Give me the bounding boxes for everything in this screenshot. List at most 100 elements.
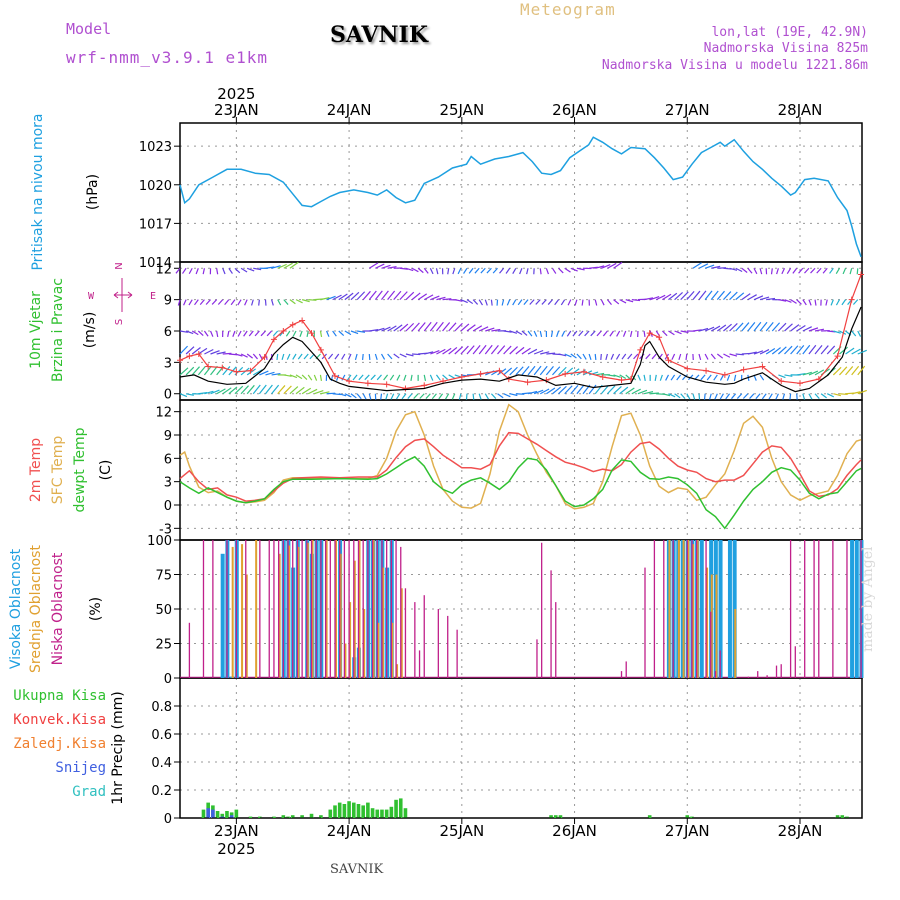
wind-barb xyxy=(668,330,675,336)
precip-legend-item: Ukupna Kisa xyxy=(13,688,106,704)
wind-barb xyxy=(558,267,564,274)
wind-barb xyxy=(185,366,195,376)
wind-gust-marker xyxy=(289,321,296,328)
wind-barb xyxy=(503,367,513,376)
precip-legend-item: Grad xyxy=(72,784,106,800)
cloud-bar xyxy=(536,639,538,678)
cloud-bar xyxy=(268,540,270,678)
wind-barb xyxy=(460,345,469,355)
wind-barb xyxy=(789,393,792,400)
cloud-bar xyxy=(371,540,374,678)
wind-barb xyxy=(778,374,786,379)
cloud-bar xyxy=(766,675,768,678)
wind-barb xyxy=(175,267,181,274)
wind-barb xyxy=(602,330,608,337)
wind-gust-marker xyxy=(219,364,226,371)
wind-barb xyxy=(301,387,312,395)
wind-barb xyxy=(512,299,517,306)
cloud-bar xyxy=(447,615,449,678)
wind-barb xyxy=(246,384,255,395)
wind-barb xyxy=(605,353,609,361)
cloud-bar xyxy=(325,540,328,678)
wind-barb xyxy=(820,393,827,399)
panel-pressure xyxy=(174,122,863,263)
wind-barb xyxy=(600,384,610,395)
cloud-bar xyxy=(775,665,778,678)
wind-barb xyxy=(283,299,289,305)
wind-barb xyxy=(474,267,480,274)
wind-barb xyxy=(610,353,615,360)
precip-total-bar xyxy=(398,798,403,818)
wind-barb xyxy=(444,393,450,400)
y-tick-label-temperature: 0 xyxy=(164,499,172,514)
wind-barb xyxy=(753,267,758,275)
precip-total-bar xyxy=(258,816,262,818)
wind-barb xyxy=(566,330,572,337)
precip-total-bar xyxy=(351,802,356,818)
wind-barb xyxy=(802,393,806,400)
wind-barb xyxy=(637,389,648,395)
wind-barb xyxy=(188,299,193,306)
wind-barb xyxy=(350,393,357,399)
wind-barb xyxy=(197,347,208,355)
cloud-bar xyxy=(255,540,258,678)
wind-barb xyxy=(472,393,475,400)
wind-barb xyxy=(356,330,366,333)
cloud-bar xyxy=(706,567,709,678)
wind-barb xyxy=(210,389,220,395)
wind-barb xyxy=(649,295,660,301)
cloud-bar xyxy=(348,540,350,678)
wind-barb xyxy=(362,393,367,400)
wind-barb xyxy=(254,330,260,337)
wind-barb xyxy=(547,299,553,305)
cloud-bar xyxy=(367,540,369,678)
wind-barb xyxy=(645,353,651,360)
wind-barb xyxy=(606,299,612,306)
wind-barb xyxy=(458,393,462,400)
wind-barb xyxy=(802,344,811,355)
wind-barb xyxy=(197,365,206,376)
elevation-label: Nadmorska Visina 825m xyxy=(703,41,868,56)
precip-total-bar xyxy=(403,808,408,818)
wind-barb xyxy=(588,384,597,395)
wind-barb xyxy=(716,290,725,301)
cloud-bar xyxy=(696,540,699,678)
wind-barb xyxy=(723,353,731,358)
wind-barb xyxy=(177,299,181,306)
wind-barb xyxy=(729,267,738,271)
wind-gust-marker xyxy=(848,296,855,303)
wind-barb xyxy=(503,393,511,398)
wind-barb xyxy=(710,325,721,332)
wind-barb xyxy=(659,374,663,381)
wind-barb xyxy=(706,374,712,381)
wind-barb xyxy=(704,264,715,269)
cloud-bar xyxy=(718,540,723,678)
wind-barb xyxy=(545,366,554,376)
cloud-bar xyxy=(423,595,425,678)
wind-barb xyxy=(698,263,709,269)
panel-precip xyxy=(174,677,863,819)
cloud-bar xyxy=(381,567,384,678)
wind-barb xyxy=(725,393,731,400)
cloud-bar xyxy=(789,540,792,678)
wind-barb xyxy=(709,393,712,400)
wind-barb xyxy=(182,267,187,274)
wind-barb xyxy=(692,262,702,269)
wind-barb xyxy=(784,299,792,303)
wind-barb xyxy=(356,393,362,400)
wind-gust-marker xyxy=(195,351,202,357)
wind-barb xyxy=(370,374,376,381)
wind-barb xyxy=(775,393,779,400)
cloud-bar xyxy=(339,540,341,678)
wind-barb xyxy=(814,328,825,332)
wind-barb xyxy=(616,330,621,337)
precip-total-bar xyxy=(361,805,365,818)
precip-total-bar xyxy=(356,804,361,818)
wind-barb xyxy=(199,299,205,305)
wind-barb xyxy=(407,393,413,400)
wind-barb xyxy=(515,330,523,335)
panel-cloud xyxy=(174,539,863,679)
wind-barb xyxy=(546,387,556,395)
wind-barb xyxy=(845,347,855,355)
y-tick-label-cloud: 0 xyxy=(164,672,172,687)
